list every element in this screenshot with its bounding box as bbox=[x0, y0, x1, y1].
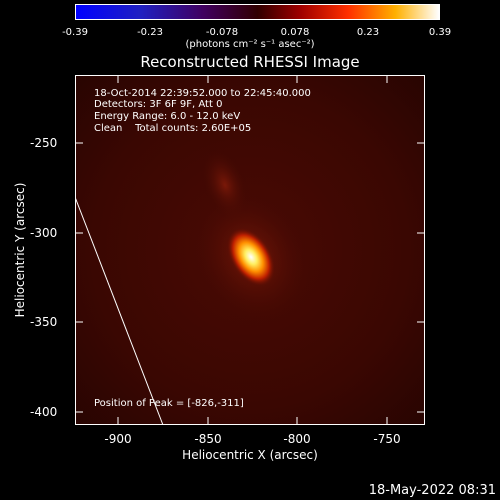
colorbar bbox=[75, 4, 440, 20]
y-tick-label: -300 bbox=[30, 226, 58, 240]
y-tick-label: -250 bbox=[30, 136, 58, 150]
clean-total-counts: Clean Total counts: 2.60E+05 bbox=[94, 123, 252, 134]
rhessi-image bbox=[75, 75, 425, 425]
detectors: Detectors: 3F 6F 9F, Att 0 bbox=[94, 99, 223, 110]
x-tick-label: -850 bbox=[194, 432, 222, 446]
colorbar-tick-label: -0.078 bbox=[205, 27, 239, 38]
colorbar-tick-label: 0.39 bbox=[428, 27, 452, 38]
x-tick-label: -900 bbox=[104, 432, 132, 446]
image-title: Reconstructed RHESSI Image bbox=[140, 53, 360, 71]
time-range: 18-Oct-2014 22:39:52.000 to 22:45:40.000 bbox=[94, 88, 311, 99]
colorbar-tick-label: 0.078 bbox=[280, 27, 310, 38]
colorbar-tick-label: -0.39 bbox=[62, 27, 88, 38]
plot-frame bbox=[75, 75, 425, 425]
solar-limb-line bbox=[75, 196, 164, 425]
colorbar-units: (photons cm⁻² s⁻¹ asec⁻²) bbox=[185, 39, 315, 50]
y-tick-label: -400 bbox=[30, 405, 58, 419]
x-tick-label: -750 bbox=[373, 432, 401, 446]
y-tick-label: -350 bbox=[30, 315, 58, 329]
x-axis-label: Heliocentric X (arcsec) bbox=[182, 448, 318, 462]
y-axis-label: Heliocentric Y (arcsec) bbox=[13, 182, 27, 318]
energy-range: Energy Range: 6.0 - 12.0 keV bbox=[94, 111, 241, 122]
axis-ticks bbox=[75, 75, 425, 425]
colorbar-tick-label: -0.23 bbox=[137, 27, 163, 38]
peak-position: Position of Peak = [-826,-311] bbox=[94, 398, 244, 409]
colorbar-tick-label: 0.23 bbox=[356, 27, 380, 38]
timestamp: 18-May-2022 08:31 bbox=[368, 483, 496, 498]
x-tick-label: -800 bbox=[283, 432, 311, 446]
